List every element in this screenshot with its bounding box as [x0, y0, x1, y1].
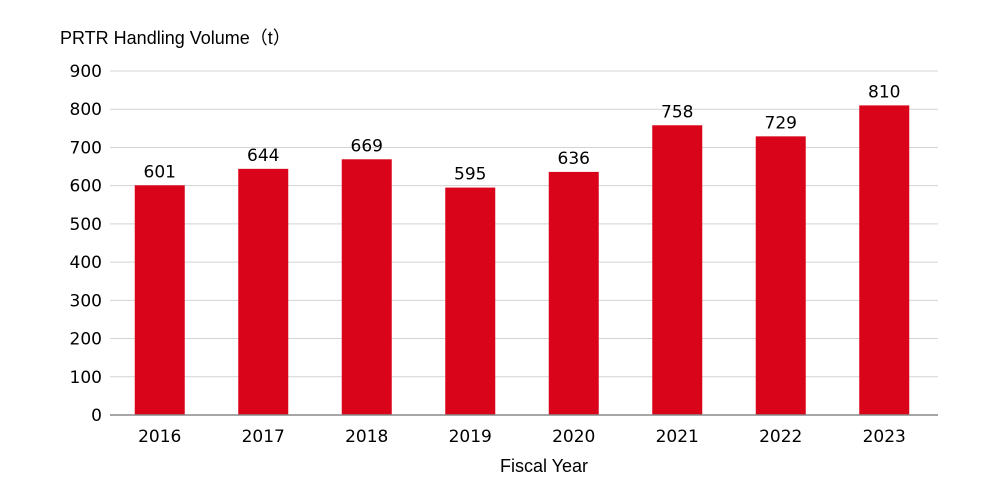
bar-2020	[548, 171, 599, 415]
bar-2019	[445, 187, 496, 415]
data-label-2017: 644	[247, 146, 279, 166]
data-label-2018: 669	[351, 136, 383, 156]
bar-2017	[238, 168, 289, 415]
bar-2022	[755, 136, 806, 416]
y-tick-label-500: 500	[70, 215, 102, 235]
x-tick-label-2022: 2022	[759, 427, 802, 447]
y-tick-label-400: 400	[70, 253, 102, 273]
y-tick-label-0: 0	[91, 406, 102, 426]
y-tick-label-100: 100	[70, 368, 102, 388]
x-axis-title: Fiscal Year	[499, 456, 589, 476]
y-tick-label-200: 200	[70, 330, 102, 350]
y-tick-label-300: 300	[70, 291, 102, 311]
bar-2016	[134, 185, 185, 415]
y-tick-label-600: 600	[70, 177, 102, 197]
x-tick-label-2018: 2018	[345, 427, 388, 447]
data-label-2019: 595	[454, 165, 486, 185]
bar-2023	[859, 105, 910, 416]
data-label-2020: 636	[558, 149, 590, 169]
y-tick-label-700: 700	[70, 138, 102, 158]
x-tick-label-2023: 2023	[863, 427, 906, 447]
x-tick-label-2021: 2021	[656, 427, 699, 447]
y-tick-label-900: 900	[70, 62, 102, 82]
data-label-2016: 601	[144, 162, 176, 182]
x-tick-label-2017: 2017	[242, 427, 285, 447]
bar-2018	[341, 159, 392, 415]
y-axis-title: PRTR Handling Volume（t）	[60, 28, 291, 48]
data-label-2021: 758	[661, 102, 693, 122]
x-tick-label-2020: 2020	[552, 427, 595, 447]
x-tick-label-2016: 2016	[138, 427, 181, 447]
data-label-2023: 810	[868, 82, 900, 102]
bar-2021	[652, 125, 703, 415]
data-label-2022: 729	[765, 113, 797, 133]
y-tick-label-800: 800	[70, 100, 102, 120]
x-tick-label-2019: 2019	[449, 427, 492, 447]
